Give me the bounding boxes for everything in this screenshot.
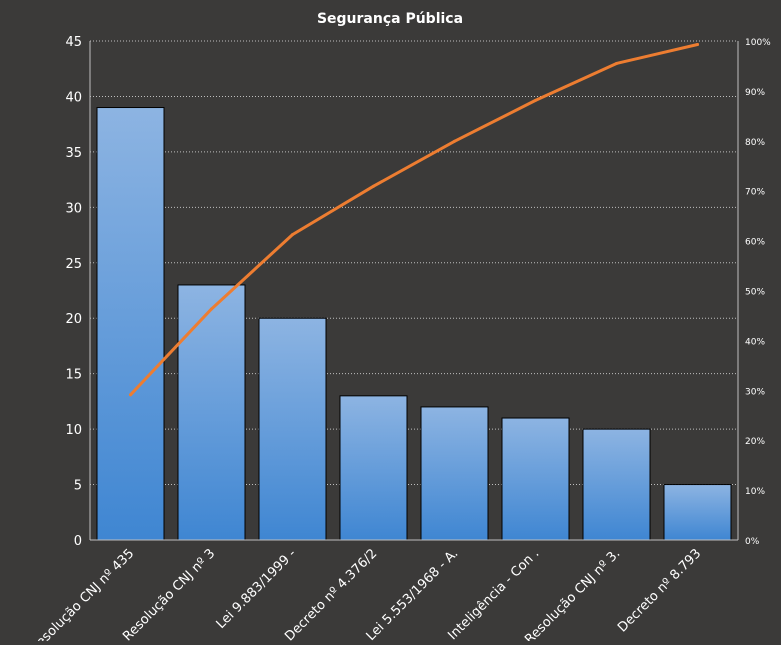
- y-tick-label: 5: [74, 479, 82, 494]
- y2-tick-label: 90%: [745, 88, 765, 98]
- x-tick-label: Decreto nº 8.793: [615, 546, 704, 635]
- y2-tick-label: 70%: [745, 188, 765, 198]
- y-tick-label: 15: [65, 368, 82, 383]
- x-tick-label: Decreto nº 4.376/2: [282, 546, 380, 641]
- y-tick-label: 30: [65, 201, 82, 216]
- chart-title: Segurança Pública: [317, 11, 463, 27]
- bar: [339, 395, 408, 541]
- bar: [663, 484, 732, 541]
- cumulative-line: [129, 42, 699, 397]
- x-tick-label: Resolução CNJ nº 435: [28, 546, 138, 641]
- y2-tick-label: 10%: [745, 487, 765, 497]
- y-tick-label: 40: [65, 90, 82, 105]
- x-tick-label: Lei 9.883/1999 -: [214, 546, 300, 632]
- y-tick-label: 20: [65, 312, 82, 327]
- y2-tick-label: 30%: [745, 387, 765, 397]
- y2-tick-label: 100%: [745, 38, 771, 48]
- cumulative-point: [291, 233, 294, 237]
- bar: [258, 317, 327, 541]
- x-tick-label: Inteligência - Con .: [445, 546, 542, 641]
- y-tick-label: 35: [65, 146, 82, 161]
- bar: [420, 406, 489, 541]
- cumulative-point: [372, 184, 375, 188]
- cumulative-point: [453, 139, 456, 143]
- cumulative-point: [534, 98, 537, 102]
- bar: [177, 284, 246, 541]
- bar: [501, 417, 570, 541]
- bar: [96, 107, 165, 541]
- bar: [582, 428, 651, 541]
- cumulative-point: [210, 307, 213, 311]
- y-tick-label: 10: [65, 423, 82, 438]
- y2-tick-label: 20%: [745, 437, 765, 447]
- y-tick-label: 45: [65, 35, 82, 50]
- bars: [96, 107, 732, 541]
- cumulative-point: [129, 393, 132, 397]
- cumulative-percent-line: [129, 42, 699, 397]
- x-tick-label: Resolução CNJ nº 3: [120, 546, 218, 641]
- cumulative-point: [615, 61, 618, 65]
- y2-tick-label: 40%: [745, 337, 765, 347]
- y2-tick-label: 50%: [745, 288, 765, 298]
- y2-tick-label: 60%: [745, 238, 765, 248]
- cumulative-point: [696, 42, 699, 46]
- x-tick-label: Lei 5.553/1968 - A.: [364, 546, 462, 641]
- y-tick-label: 25: [65, 257, 82, 272]
- y2-tick-label: 80%: [745, 138, 765, 148]
- y2-tick-label: 0%: [745, 537, 760, 547]
- y-tick-label: 0: [74, 534, 82, 549]
